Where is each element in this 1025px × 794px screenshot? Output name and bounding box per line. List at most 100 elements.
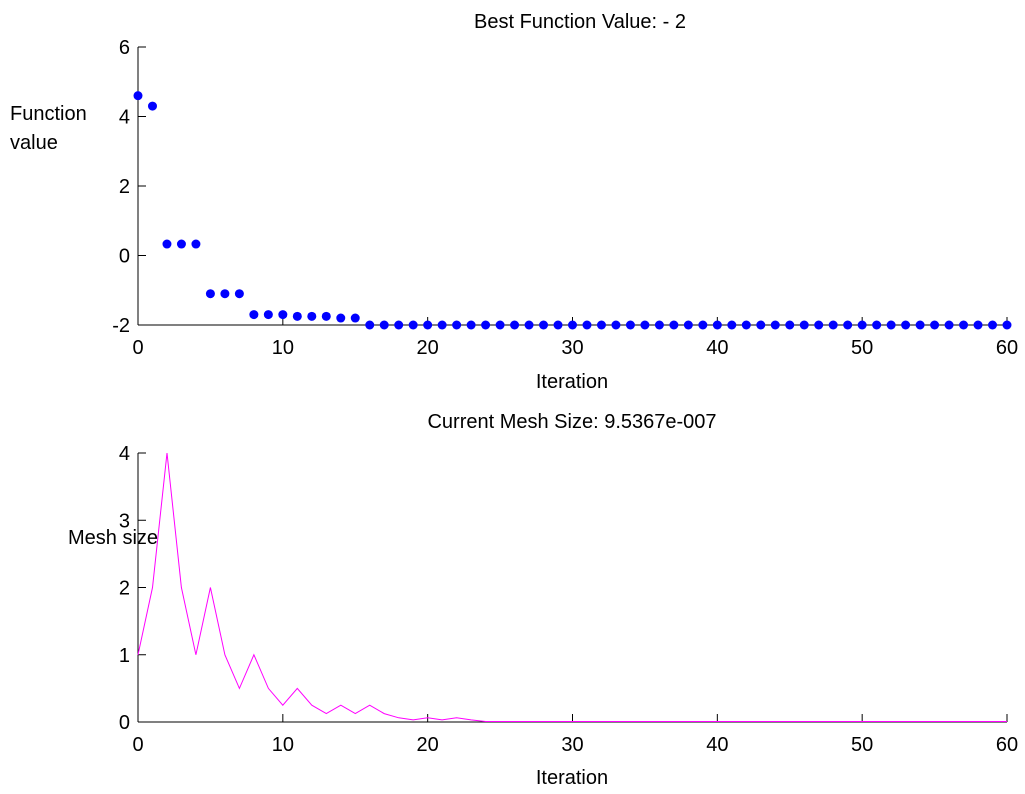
data-point <box>539 320 549 330</box>
data-point <box>162 239 172 249</box>
data-point <box>147 101 157 111</box>
data-point <box>191 239 201 249</box>
data-point <box>133 91 143 101</box>
data-point <box>698 320 708 330</box>
data-point <box>727 320 737 330</box>
data-point <box>872 320 882 330</box>
y-tick-label: 4 <box>119 443 130 465</box>
x-tick-label: 40 <box>706 734 728 756</box>
data-point <box>495 320 505 330</box>
x-tick-label: 10 <box>272 337 294 359</box>
data-point <box>886 320 896 330</box>
data-point <box>683 320 693 330</box>
data-point <box>176 239 186 249</box>
data-point <box>524 320 534 330</box>
data-point <box>973 320 983 330</box>
series-line <box>137 452 1007 722</box>
data-point <box>596 320 606 330</box>
data-point <box>481 320 491 330</box>
data-point <box>249 310 259 320</box>
data-point <box>770 320 780 330</box>
data-point <box>350 313 360 323</box>
data-point <box>741 320 751 330</box>
y-tick-label: 1 <box>119 645 130 667</box>
data-series <box>133 91 1012 330</box>
data-point <box>785 320 795 330</box>
data-point <box>263 310 273 320</box>
data-point <box>379 320 389 330</box>
x-ticks: 0 10 20 30 40 50 60 <box>132 317 1018 359</box>
data-point <box>988 320 998 330</box>
x-tick-label: 40 <box>706 337 728 359</box>
data-point <box>843 320 853 330</box>
data-point <box>582 320 592 330</box>
data-point <box>959 320 969 330</box>
y-tick-label: 3 <box>119 510 130 532</box>
data-point <box>423 320 433 330</box>
y-axis-label: Function value <box>10 103 92 154</box>
y-ticks: -2 0 2 4 6 <box>112 37 146 337</box>
data-point <box>625 320 635 330</box>
data-point <box>640 320 650 330</box>
x-tick-label: 60 <box>996 337 1018 359</box>
data-point <box>915 320 925 330</box>
x-axis-label: Iteration <box>536 371 608 393</box>
x-tick-label: 20 <box>417 337 439 359</box>
y-axis-label-line-2: value <box>10 132 58 154</box>
y-tick-label: 6 <box>119 37 130 59</box>
data-point <box>220 289 230 299</box>
x-tick-label: 30 <box>561 734 583 756</box>
y-tick-label: 2 <box>119 176 130 198</box>
data-point <box>712 320 722 330</box>
y-tick-label: 2 <box>119 578 130 600</box>
x-axis-label: Iteration <box>536 767 608 789</box>
data-point <box>654 320 664 330</box>
data-point <box>756 320 766 330</box>
chart-title: Current Mesh Size: 9.5367e-007 <box>427 411 716 433</box>
axes <box>137 47 1007 326</box>
data-point <box>814 320 824 330</box>
data-point <box>336 313 346 323</box>
y-tick-label: 0 <box>119 712 130 734</box>
mesh-size-chart: Current Mesh Size: 9.5367e-007 Mesh size… <box>68 411 1018 789</box>
x-tick-label: 50 <box>851 734 873 756</box>
data-point <box>321 311 331 321</box>
data-point <box>568 320 577 330</box>
data-point <box>307 311 317 321</box>
data-point <box>278 310 288 320</box>
data-point <box>234 289 244 299</box>
y-axis-label-line-1: Function <box>10 103 87 125</box>
data-point <box>205 289 215 299</box>
y-tick-label: 0 <box>119 246 130 268</box>
data-point <box>452 320 462 330</box>
function-value-chart: Best Function Value: - 2 Function value … <box>10 11 1018 393</box>
data-point <box>394 320 404 330</box>
y-tick-label: -2 <box>112 315 130 337</box>
data-point <box>1002 320 1012 330</box>
data-point <box>669 320 679 330</box>
data-point <box>437 320 447 330</box>
data-point <box>365 320 375 330</box>
x-tick-label: 60 <box>996 734 1018 756</box>
data-point <box>799 320 809 330</box>
chart-title: Best Function Value: - 2 <box>474 11 686 33</box>
x-ticks: 0 10 20 30 40 50 60 <box>132 714 1018 756</box>
y-axis-label-line-1: Mesh size <box>68 527 158 549</box>
y-tick-label: 4 <box>119 107 130 129</box>
data-series <box>137 452 1007 722</box>
data-point <box>930 320 940 330</box>
axes <box>137 453 1007 723</box>
x-tick-label: 0 <box>132 337 143 359</box>
data-point <box>944 320 954 330</box>
data-point <box>553 320 563 330</box>
data-point <box>408 320 418 330</box>
x-tick-label: 20 <box>417 734 439 756</box>
data-point <box>510 320 520 330</box>
data-point <box>901 320 911 330</box>
y-axis-label: Mesh size <box>68 527 158 549</box>
x-tick-label: 0 <box>132 734 143 756</box>
data-point <box>611 320 621 330</box>
data-point <box>857 320 867 330</box>
y-ticks: 0 1 2 3 4 <box>119 443 146 734</box>
